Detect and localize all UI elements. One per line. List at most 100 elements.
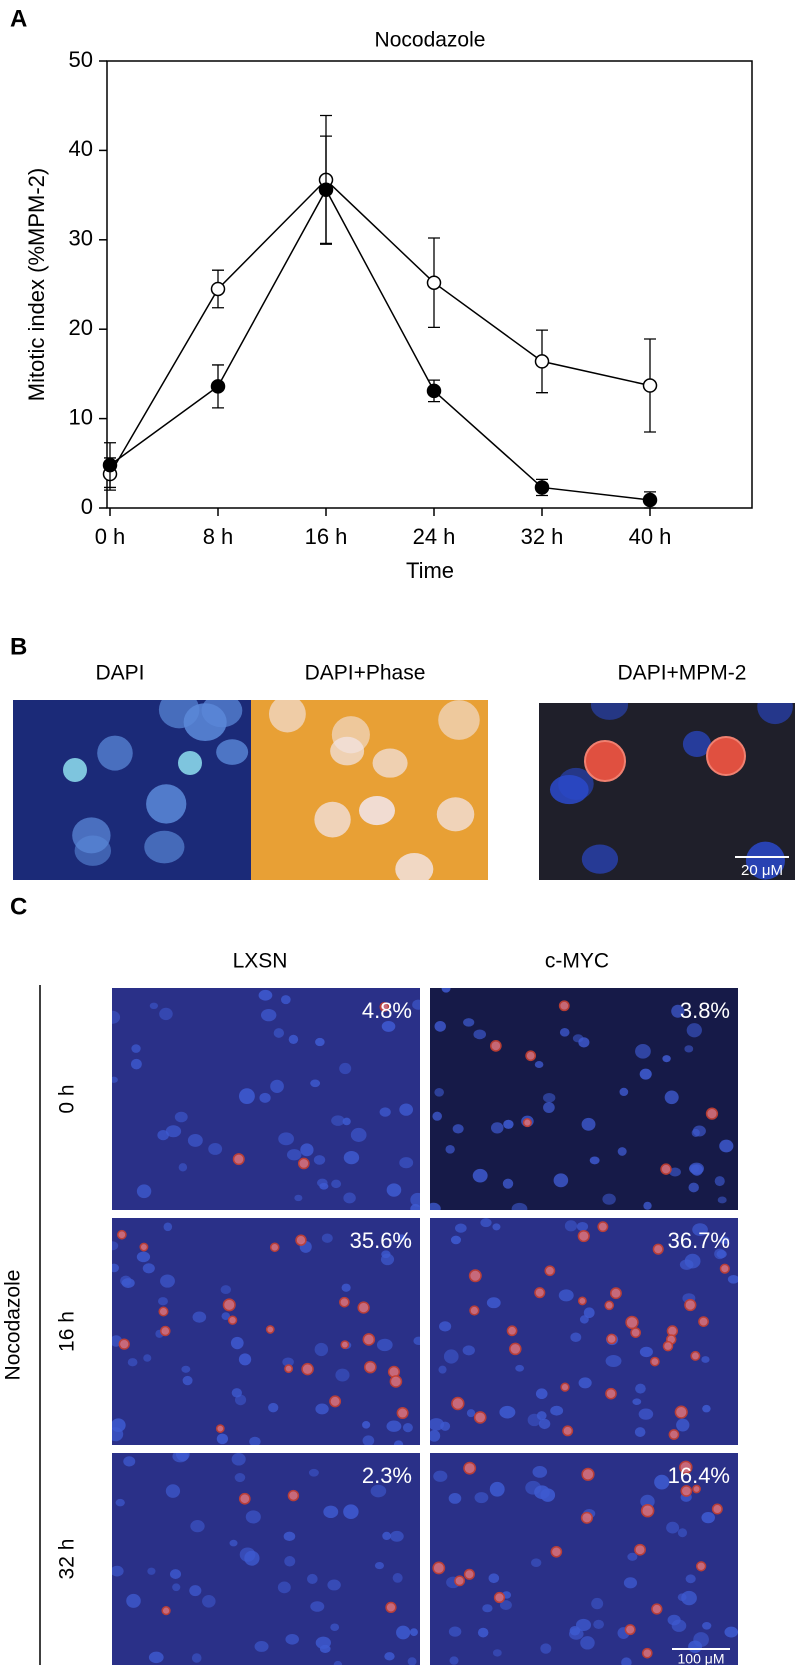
percentage-label: 3.8% xyxy=(680,998,730,1023)
cell xyxy=(234,1394,247,1406)
cell xyxy=(439,1321,452,1332)
cell xyxy=(486,1297,501,1309)
cell xyxy=(530,1558,542,1567)
mitotic-cell xyxy=(584,740,626,782)
cell xyxy=(701,1356,710,1363)
chart-title: Nocodazole xyxy=(375,29,486,52)
cell xyxy=(589,1156,600,1165)
mitotic-cell xyxy=(534,1287,546,1299)
cell xyxy=(685,1574,696,1584)
cell xyxy=(702,1404,711,1413)
cell xyxy=(463,1018,475,1027)
cell xyxy=(666,1521,680,1534)
cell xyxy=(407,1657,417,1665)
cell xyxy=(254,1640,269,1652)
y-tick-label: 30 xyxy=(69,226,93,251)
x-tick-label: 0 h xyxy=(95,524,126,549)
cells xyxy=(268,700,480,880)
data-point xyxy=(102,457,118,473)
cells xyxy=(432,1460,738,1665)
cell xyxy=(664,1090,679,1105)
cell xyxy=(669,1167,681,1177)
cell xyxy=(333,1660,343,1665)
cell xyxy=(627,1552,638,1561)
mitotic-cell xyxy=(468,1269,482,1283)
mitotic-cell xyxy=(606,1333,617,1345)
cell xyxy=(757,703,793,725)
mitotic-cell xyxy=(624,1624,636,1636)
cell xyxy=(643,1201,652,1210)
mitotic-cell xyxy=(287,1489,300,1502)
cell xyxy=(331,1179,342,1189)
mitotic-cell xyxy=(695,1561,707,1572)
cell xyxy=(234,1473,246,1483)
cell xyxy=(172,1583,181,1592)
cell xyxy=(165,1484,181,1498)
cell xyxy=(362,1421,371,1429)
cell xyxy=(714,1176,725,1187)
mitotic-cell xyxy=(396,1407,409,1420)
mitotic-cell xyxy=(660,1163,672,1175)
cell xyxy=(343,1150,360,1165)
cell xyxy=(527,1413,541,1427)
cell xyxy=(583,1307,595,1319)
cell xyxy=(635,1044,651,1059)
x-tick-label: 8 h xyxy=(203,524,234,549)
cell xyxy=(717,1196,727,1204)
mitotic-cell xyxy=(692,1484,701,1494)
cell xyxy=(149,1002,159,1010)
cell xyxy=(315,1037,325,1047)
mitotic-cell xyxy=(469,1305,480,1316)
mitotic-cell xyxy=(161,1606,171,1616)
cell xyxy=(330,1623,340,1631)
cell xyxy=(319,1644,331,1653)
cell xyxy=(701,1512,715,1524)
cell xyxy=(392,1573,403,1583)
cell xyxy=(515,1364,524,1372)
data-point xyxy=(534,354,550,369)
cell xyxy=(350,1127,367,1142)
cell xyxy=(189,1585,202,1597)
cell xyxy=(570,1332,582,1343)
cell xyxy=(550,1405,564,1416)
mitotic-cell xyxy=(604,1300,615,1311)
cell xyxy=(559,1027,570,1037)
cell xyxy=(449,1656,459,1665)
cell xyxy=(433,1470,448,1482)
mitotic-cell xyxy=(389,1375,403,1388)
mitotic-cell xyxy=(284,1364,294,1374)
cell xyxy=(430,1430,441,1442)
cell xyxy=(258,989,273,1001)
cell xyxy=(172,1453,189,1463)
data-point xyxy=(642,492,658,508)
cell xyxy=(220,1285,232,1294)
cell xyxy=(438,700,480,740)
cell xyxy=(127,1358,138,1367)
cell xyxy=(602,1193,616,1205)
cell xyxy=(473,1029,487,1040)
cell xyxy=(440,1421,451,1431)
mitotic-cell xyxy=(679,1460,693,1475)
cell xyxy=(112,1427,124,1442)
mitotic-cell xyxy=(238,1492,251,1505)
cell xyxy=(395,852,434,880)
data-point xyxy=(318,182,334,197)
mitotic-cell xyxy=(560,1382,570,1392)
cell xyxy=(448,1626,462,1637)
cell xyxy=(270,1079,284,1093)
cell xyxy=(640,1494,655,1509)
cell xyxy=(580,1636,595,1650)
cell xyxy=(635,1383,646,1394)
cell xyxy=(402,1423,413,1433)
cell xyxy=(230,1336,244,1350)
cell xyxy=(321,1233,333,1243)
cell xyxy=(502,1178,514,1189)
mitotic-cell xyxy=(301,1362,314,1376)
cell xyxy=(667,1614,681,1626)
cell xyxy=(343,1504,359,1520)
cell xyxy=(376,1338,393,1352)
cell xyxy=(578,1037,590,1048)
y-tick-label: 10 xyxy=(69,404,93,429)
scale-bar-label: 20 μM xyxy=(741,862,783,879)
mitotic-cell xyxy=(577,1296,587,1306)
